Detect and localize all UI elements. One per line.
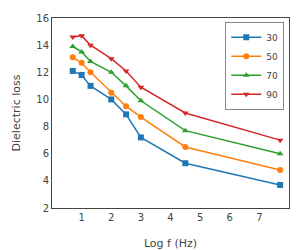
svg-text:10: 10 [36, 94, 49, 105]
svg-text:4: 4 [43, 175, 49, 186]
svg-text:8: 8 [43, 121, 49, 132]
svg-text:Log f (Hz): Log f (Hz) [144, 237, 197, 250]
svg-text:6: 6 [227, 212, 233, 223]
svg-text:30: 30 [266, 33, 278, 43]
svg-text:7: 7 [256, 212, 262, 223]
svg-text:3: 3 [138, 212, 144, 223]
svg-text:70: 70 [266, 71, 278, 81]
svg-text:50: 50 [266, 52, 278, 62]
svg-text:90: 90 [266, 90, 278, 100]
svg-text:1: 1 [78, 212, 84, 223]
svg-text:12: 12 [36, 67, 49, 78]
svg-text:14: 14 [36, 40, 49, 51]
svg-text:Dielectric loss: Dielectric loss [10, 74, 23, 151]
svg-text:5: 5 [197, 212, 203, 223]
svg-text:16: 16 [36, 13, 49, 24]
svg-text:2: 2 [108, 212, 114, 223]
svg-text:2: 2 [43, 203, 49, 214]
svg-text:6: 6 [43, 148, 49, 159]
svg-text:4: 4 [167, 212, 173, 223]
